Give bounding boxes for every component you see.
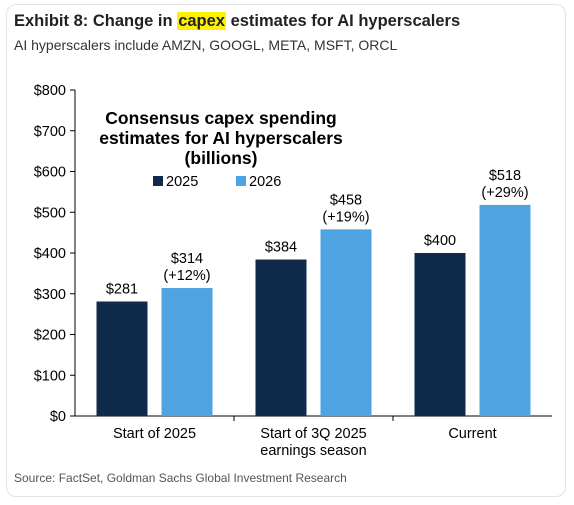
data-label: (+12%) [163,268,210,284]
data-label: (+29%) [481,185,528,201]
y-tick-label: $100 [34,368,66,384]
y-tick-label: $500 [34,205,66,221]
bar-2025 [414,253,466,416]
y-tick-label: $700 [34,124,66,140]
chart-title-line: (billions) [185,148,258,168]
legend-swatch-2025 [153,176,163,186]
data-label: (+19%) [322,209,369,225]
bar-2026 [320,229,372,416]
data-label: $281 [106,281,138,297]
y-tick-label: $400 [34,246,66,262]
data-label: $458 [330,192,362,208]
data-label: $384 [265,240,297,256]
legend-label-2026: 2026 [249,174,281,190]
data-label: $314 [171,251,203,267]
y-tick-label: $300 [34,287,66,303]
bar-2025 [255,259,307,416]
y-tick-label: $600 [34,165,66,181]
y-tick-label: $200 [34,328,66,344]
source-note: Source: FactSet, Goldman Sachs Global In… [14,471,347,485]
chart-title-line: estimates for AI hyperscalers [99,128,343,148]
bar-2025 [96,301,148,416]
chart-title-line: Consensus capex spending [105,108,336,128]
y-tick-label: $800 [34,83,66,99]
category-label: earnings season [260,443,366,459]
data-label: $400 [424,233,456,249]
data-label: $518 [489,168,521,184]
category-label: Start of 3Q 2025 [260,426,366,442]
bar-2026 [161,288,213,416]
bar-2026 [479,204,531,416]
title-suffix: estimates for AI hyperscalers [225,12,461,30]
legend-swatch-2026 [236,176,246,186]
category-label: Start of 2025 [113,426,196,442]
legend-label-2025: 2025 [166,174,198,190]
category-label: Current [448,426,496,442]
exhibit-subtitle: AI hyperscalers include AMZN, GOOGL, MET… [14,37,398,53]
y-tick-label: $0 [50,409,66,425]
title-highlight: capex [177,12,226,30]
exhibit-title: Exhibit 8: Change in capex estimates for… [14,12,460,31]
title-prefix: Exhibit 8: Change in [14,12,178,30]
